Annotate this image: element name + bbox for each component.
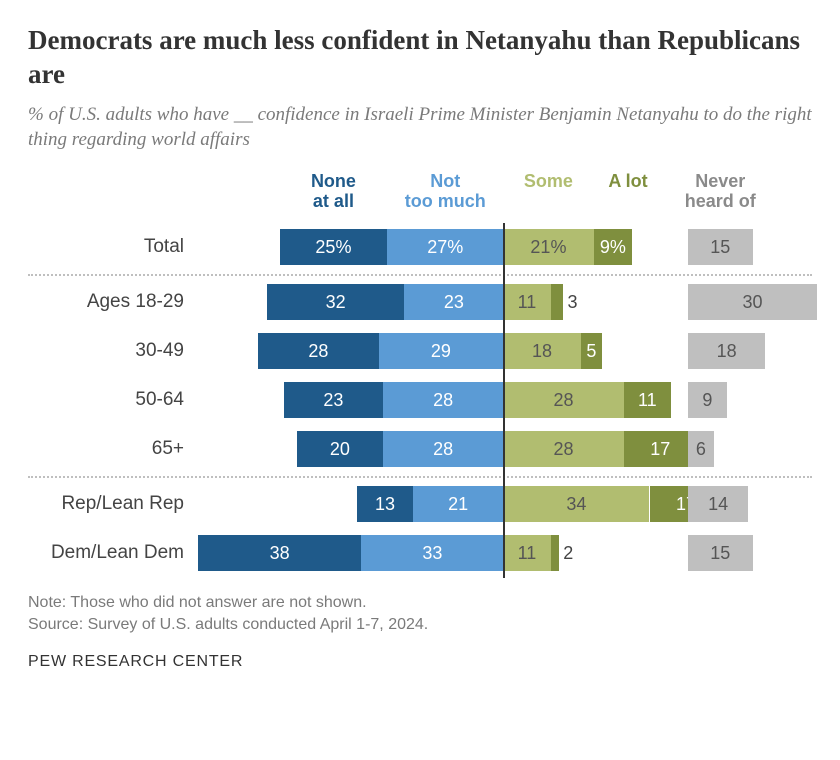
seg-none-at-all: 28 <box>258 333 378 369</box>
table-row: 50-64232828119 <box>28 376 812 425</box>
diverging-bar-chart: Noneat all Nottoo much Some A lot Neverheard… <box>28 171 812 578</box>
seg-some: 34 <box>503 486 649 522</box>
legend-none-at-all: Noneat all <box>311 171 356 212</box>
table-row: Total 25%27%21%9% 15 <box>28 223 812 272</box>
seg-none-at-all: 32 <box>267 284 405 320</box>
row-label: 30-49 <box>28 340 198 362</box>
seg-a-lot <box>551 284 564 320</box>
legend-row: Noneat all Nottoo much Some A lot Neverheard… <box>28 171 812 223</box>
group-divider <box>28 274 812 276</box>
seg-a-lot: 17 <box>624 431 697 467</box>
legend-not-too-much: Nottoo much <box>405 171 486 212</box>
seg-never-heard-of: 6 <box>688 431 714 467</box>
chart-note: Note: Those who did not answer are not s… <box>28 592 812 614</box>
legend-never-heard-of: Neverheard of <box>665 171 775 212</box>
seg-a-lot: 9% <box>594 229 633 265</box>
legend-a-lot: A lot <box>608 171 647 192</box>
table-row: 30-49282918518 <box>28 327 812 376</box>
seg-some: 11 <box>503 284 550 320</box>
row-label: Total <box>28 236 198 258</box>
seg-not-too-much: 29 <box>379 333 504 369</box>
center-axis <box>503 223 505 578</box>
row-label: 50-64 <box>28 389 198 411</box>
seg-some: 11 <box>503 535 550 571</box>
subtitle: % of U.S. adults who have __ confidence … <box>28 102 812 153</box>
row-label: Dem/Lean Dem <box>28 542 198 564</box>
page-title: Democrats are much less confident in Net… <box>28 24 812 92</box>
seg-never-heard-of: 15 <box>688 535 753 571</box>
seg-not-too-much: 27% <box>387 229 503 265</box>
seg-a-lot: 5 <box>581 333 603 369</box>
table-row: Rep/Lean Rep1321341714 <box>28 480 812 529</box>
seg-some: 28 <box>503 431 623 467</box>
rows-wrapper: Total25%27%21%9%15Ages 18-2932231133030-… <box>28 223 812 578</box>
seg-a-lot <box>551 535 560 571</box>
row-label: 65+ <box>28 438 198 460</box>
seg-not-too-much: 23 <box>404 284 503 320</box>
seg-some: 18 <box>503 333 580 369</box>
seg-never-heard-of: 15 <box>688 229 753 265</box>
table-row: Dem/Lean Dem3833112 15 <box>28 529 812 578</box>
seg-not-too-much: 28 <box>383 431 503 467</box>
table-row: Ages 18-29322311330 <box>28 278 812 327</box>
seg-none-at-all: 20 <box>297 431 383 467</box>
seg-a-lot: 11 <box>624 382 671 418</box>
seg-never-heard-of: 18 <box>688 333 765 369</box>
seg-never-heard-of: 9 <box>688 382 727 418</box>
seg-none-at-all: 38 <box>198 535 361 571</box>
seg-a-lot-label-outside: 2 <box>559 535 573 571</box>
row-label: Rep/Lean Rep <box>28 493 198 515</box>
seg-never-heard-of: 14 <box>688 486 748 522</box>
seg-none-at-all: 25% <box>280 229 388 265</box>
seg-none-at-all: 13 <box>357 486 413 522</box>
seg-not-too-much: 21 <box>413 486 503 522</box>
group-divider <box>28 476 812 478</box>
table-row: 65+202828176 <box>28 425 812 474</box>
seg-some: 21% <box>503 229 593 265</box>
seg-not-too-much: 28 <box>383 382 503 418</box>
legend-some: Some <box>524 171 573 192</box>
seg-a-lot-label-outside: 3 <box>564 284 578 320</box>
seg-none-at-all: 23 <box>284 382 383 418</box>
footer-attribution: PEW RESEARCH CENTER <box>28 653 812 671</box>
chart-source: Source: Survey of U.S. adults conducted … <box>28 614 812 636</box>
row-label: Ages 18-29 <box>28 291 198 313</box>
seg-not-too-much: 33 <box>361 535 503 571</box>
seg-some: 28 <box>503 382 623 418</box>
seg-never-heard-of: 30 <box>688 284 817 320</box>
